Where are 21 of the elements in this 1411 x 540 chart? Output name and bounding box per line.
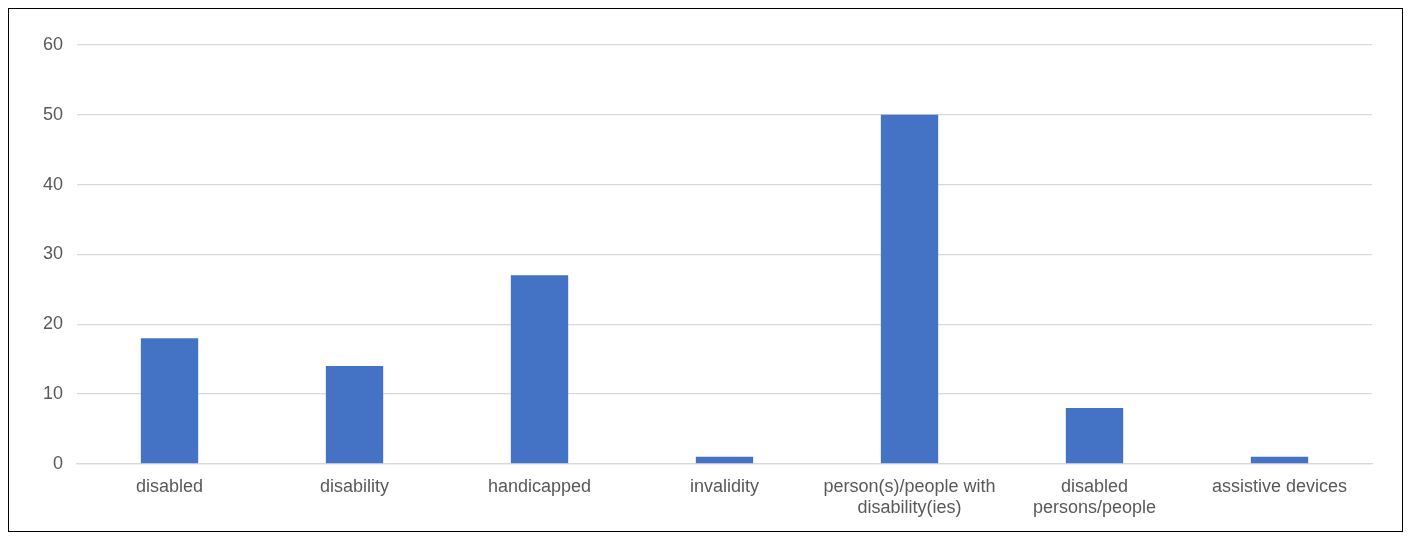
y-tick-label: 20 — [42, 313, 64, 334]
x-tick-label: handicapped — [487, 475, 592, 496]
bar — [510, 275, 569, 464]
bar — [140, 338, 199, 464]
bar — [1065, 407, 1124, 464]
bar — [1250, 456, 1309, 464]
bar — [325, 366, 384, 464]
x-tick-label: disabled — [135, 475, 204, 496]
x-tick-label: disabled persons/people — [1032, 475, 1157, 518]
y-tick-label: 50 — [42, 103, 64, 124]
x-tick-label: invalidity — [690, 475, 760, 496]
bar — [880, 114, 939, 464]
y-tick-label: 30 — [42, 243, 64, 264]
x-tick-label: person(s)/people with disability(ies) — [823, 475, 996, 518]
x-tick-label: disability — [320, 475, 390, 496]
bar — [695, 456, 754, 464]
y-tick-label: 40 — [42, 173, 64, 194]
y-tick-label: 0 — [53, 452, 64, 473]
y-tick-label: 60 — [42, 33, 64, 54]
x-tick-label: assistive devices — [1211, 475, 1348, 496]
y-tick-label: 10 — [42, 382, 64, 403]
